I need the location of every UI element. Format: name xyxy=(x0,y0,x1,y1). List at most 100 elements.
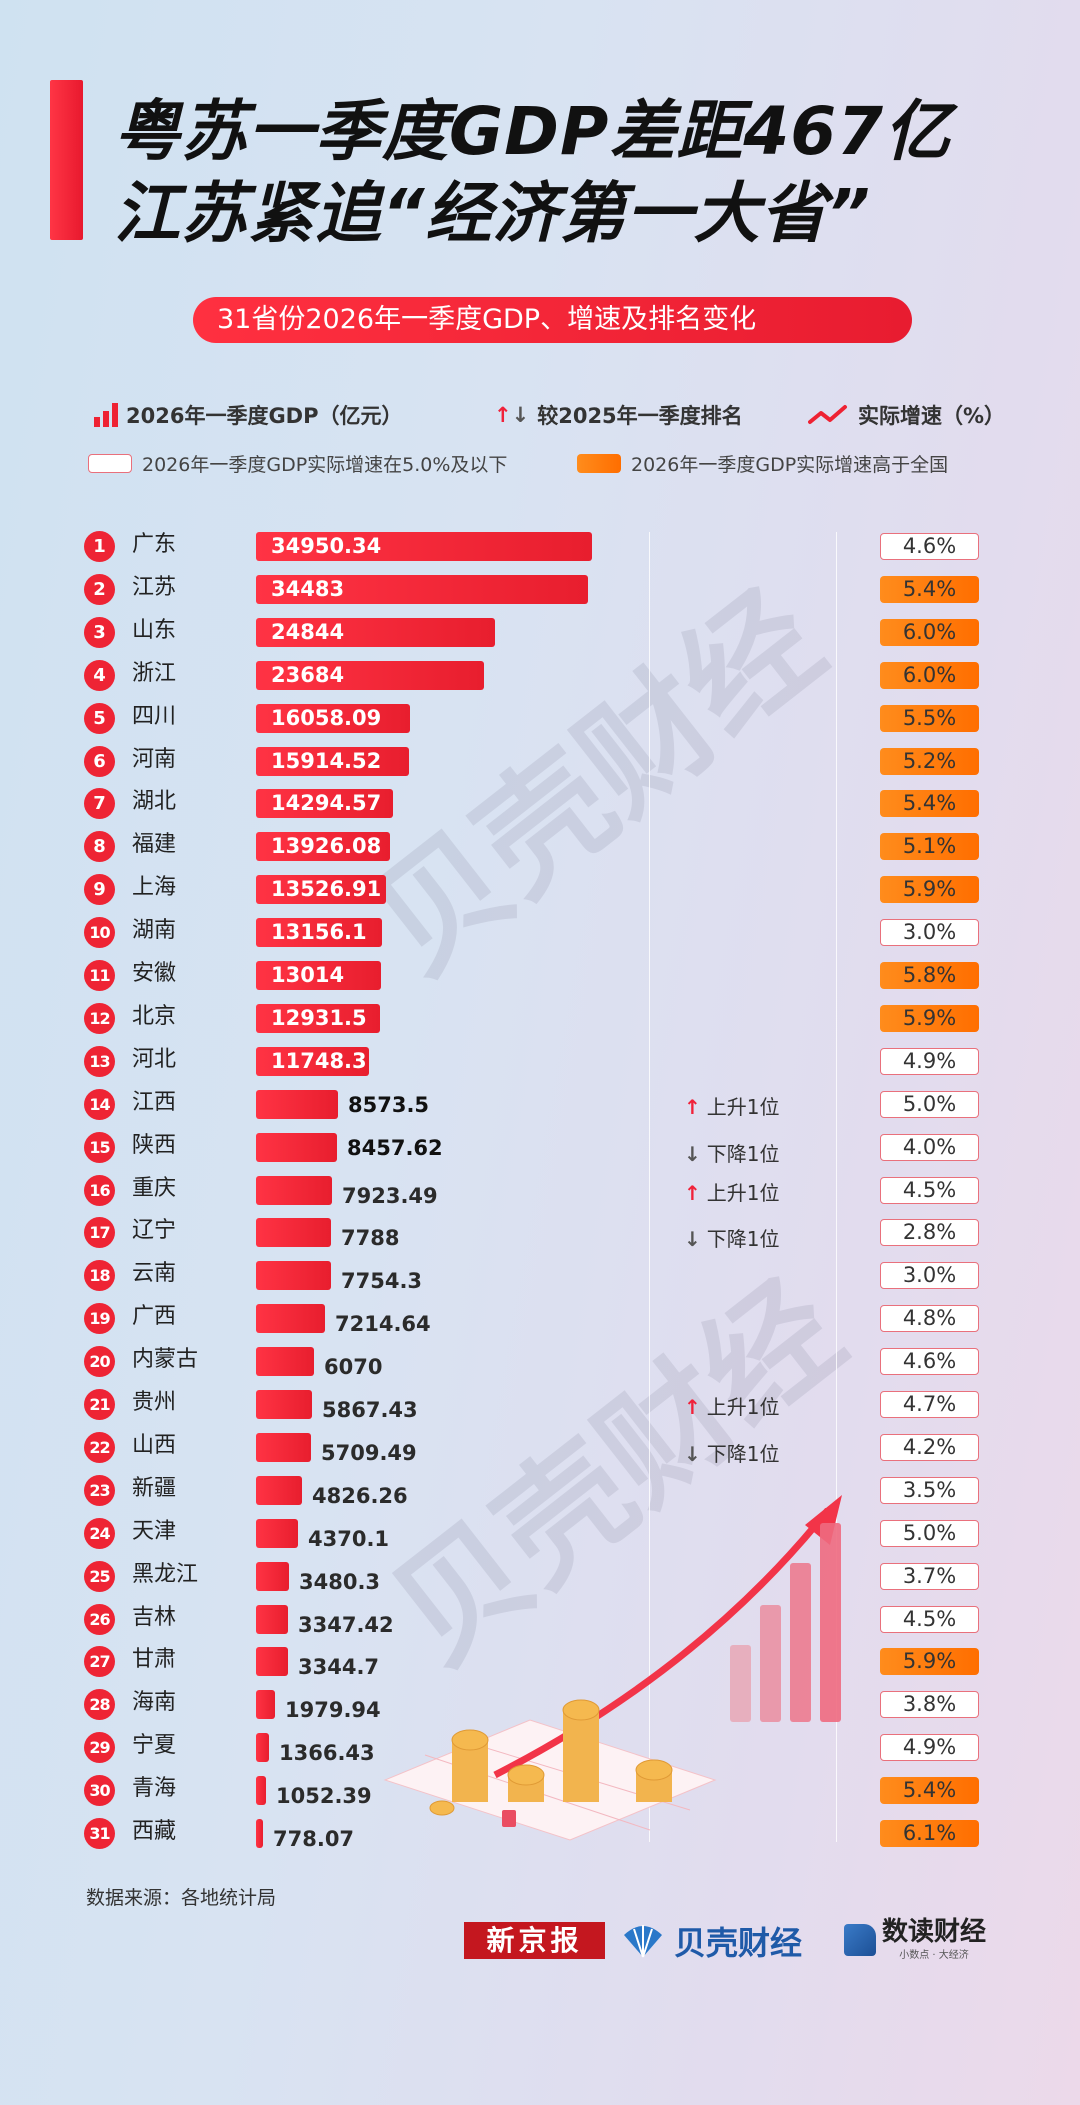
province-name: 湖北 xyxy=(132,789,177,815)
rank-badge: 16 xyxy=(84,1174,115,1206)
growth-rate-badge: 4.5% xyxy=(880,1176,979,1204)
gdp-value: 3480.3 xyxy=(299,1569,381,1594)
legend-rank-label: 较2025年一季度排名 xyxy=(537,404,743,428)
gdp-bar: 11748.3 xyxy=(256,1046,369,1076)
rank-badge: 9 xyxy=(84,874,115,906)
gdp-value: 13156.1 xyxy=(271,920,367,945)
growth-rate-badge: 3.5% xyxy=(880,1476,979,1504)
growth-illustration xyxy=(383,1495,842,1841)
column-divider xyxy=(836,532,837,1842)
rank-badge: 15 xyxy=(84,1131,115,1163)
growth-rate-badge: 3.8% xyxy=(880,1691,979,1719)
rank-badge: 20 xyxy=(84,1346,115,1378)
rank-change-label: 上升1位 xyxy=(706,1180,780,1205)
gdp-bar: 13014 xyxy=(256,961,381,990)
rank-badge: 25 xyxy=(84,1560,115,1592)
growth-rate-badge: 4.0% xyxy=(880,1133,979,1161)
growth-rate-badge: 2.8% xyxy=(880,1219,979,1247)
gdp-bar xyxy=(256,1432,311,1462)
arrow-down-icon: ↓ xyxy=(684,1441,701,1466)
growth-rate-badge: 5.5% xyxy=(880,704,979,732)
province-name: 北京 xyxy=(132,1003,177,1029)
logo-xinjingbao: 新京报 xyxy=(464,1922,605,1959)
growth-rate-badge: 5.0% xyxy=(880,1519,979,1547)
growth-rate-badge: 6.0% xyxy=(880,618,979,646)
legend-high-label: 2026年一季度GDP实际增速高于全国 xyxy=(631,454,949,476)
legend-low-label: 2026年一季度GDP实际增速在5.0%及以下 xyxy=(142,454,508,476)
province-name: 新疆 xyxy=(132,1475,177,1501)
rank-badge: 11 xyxy=(84,960,115,991)
table-row: 2 江苏 34483 5.4% xyxy=(0,568,1080,611)
province-name: 湖南 xyxy=(132,918,177,944)
shudu-logo-icon xyxy=(844,1923,876,1956)
table-row: 30 青海 1052.39 5.4% xyxy=(0,1769,1080,1812)
legend-growth: 实际增速（%） xyxy=(808,400,1005,430)
growth-rate-badge: 4.2% xyxy=(880,1433,979,1461)
rank-badge: 30 xyxy=(84,1775,115,1807)
gdp-bar: 24844 xyxy=(256,617,495,647)
rank-badge: 17 xyxy=(84,1217,115,1249)
province-name: 江西 xyxy=(132,1089,177,1115)
table-row: 22 山西 5709.49 ↓ 下降1位 4.2% xyxy=(0,1426,1080,1469)
province-name: 青海 xyxy=(132,1776,177,1802)
province-name: 安徽 xyxy=(132,961,177,986)
rank-badge: 31 xyxy=(84,1818,115,1849)
legend-rank: ↑ ↓ 较2025年一季度排名 xyxy=(494,400,743,430)
rank-badge: 22 xyxy=(84,1431,115,1463)
rank-change-label: 下降1位 xyxy=(706,1141,780,1166)
growth-rate-badge: 5.1% xyxy=(880,833,979,861)
gdp-value: 34950.34 xyxy=(271,534,382,558)
rank-change: ↑ 上升1位 xyxy=(684,1177,780,1206)
rank-change: ↓ 下降1位 xyxy=(684,1438,780,1467)
table-row: 1 广东 34950.34 4.6% xyxy=(0,525,1080,568)
table-row: 18 云南 7754.3 3.0% xyxy=(0,1254,1080,1297)
table-row: 26 吉林 3347.42 4.5% xyxy=(0,1598,1080,1641)
province-name: 内蒙古 xyxy=(132,1347,199,1373)
province-name: 云南 xyxy=(132,1261,177,1287)
orange-swatch-icon xyxy=(577,454,621,473)
province-name: 宁夏 xyxy=(132,1733,177,1759)
gdp-value: 7923.49 xyxy=(342,1183,438,1208)
rank-badge: 13 xyxy=(84,1045,115,1077)
gdp-bar xyxy=(256,1561,289,1591)
growth-rate-badge: 5.8% xyxy=(880,962,979,989)
province-name: 河南 xyxy=(132,746,177,772)
table-row: 12 北京 12931.5 5.9% xyxy=(0,997,1080,1040)
gdp-bar xyxy=(256,1175,332,1205)
title-accent-bar xyxy=(50,80,83,240)
gdp-value: 3344.7 xyxy=(298,1655,380,1680)
rank-badge: 8 xyxy=(84,831,115,863)
table-row: 13 河北 11748.3 4.9% xyxy=(0,1040,1080,1083)
growth-rate-badge: 4.5% xyxy=(880,1605,979,1633)
arrow-down-icon: ↓ xyxy=(684,1141,701,1166)
growth-rate-badge: 4.8% xyxy=(880,1305,979,1333)
growth-rate-badge: 3.0% xyxy=(880,1262,979,1290)
rank-change-label: 下降1位 xyxy=(706,1227,780,1252)
growth-rate-badge: 3.7% xyxy=(880,1562,979,1590)
gdp-value: 4370.1 xyxy=(308,1526,390,1551)
rank-badge: 4 xyxy=(84,659,115,691)
province-name: 四川 xyxy=(132,703,177,729)
gdp-value: 11748.3 xyxy=(271,1048,367,1073)
table-row: 29 宁夏 1366.43 4.9% xyxy=(0,1726,1080,1769)
growth-rate-badge: 5.2% xyxy=(880,747,979,775)
gdp-bar xyxy=(256,1304,325,1334)
table-row: 19 广西 7214.64 4.8% xyxy=(0,1297,1080,1340)
rank-change: ↑ 上升1位 xyxy=(684,1391,780,1420)
arrow-down-icon: ↓ xyxy=(511,403,530,427)
rank-badge: 12 xyxy=(84,1002,115,1034)
province-name: 辽宁 xyxy=(132,1218,177,1244)
logo-beike-text: 贝壳财经 xyxy=(674,1924,803,1962)
gdp-value: 5709.49 xyxy=(321,1440,417,1465)
province-name: 贵州 xyxy=(132,1390,177,1415)
gdp-value: 778.07 xyxy=(273,1827,355,1851)
rank-change-label: 上升1位 xyxy=(706,1395,780,1419)
trend-line-icon xyxy=(808,405,847,424)
rank-change: ↓ 下降1位 xyxy=(684,1223,780,1252)
gdp-value: 24844 xyxy=(271,619,345,644)
growth-rate-badge: 4.6% xyxy=(880,1348,979,1376)
rank-badge: 18 xyxy=(84,1260,115,1292)
gdp-bar xyxy=(256,1132,337,1162)
table-row: 9 上海 13526.91 5.9% xyxy=(0,868,1080,911)
rank-badge: 28 xyxy=(84,1689,115,1721)
